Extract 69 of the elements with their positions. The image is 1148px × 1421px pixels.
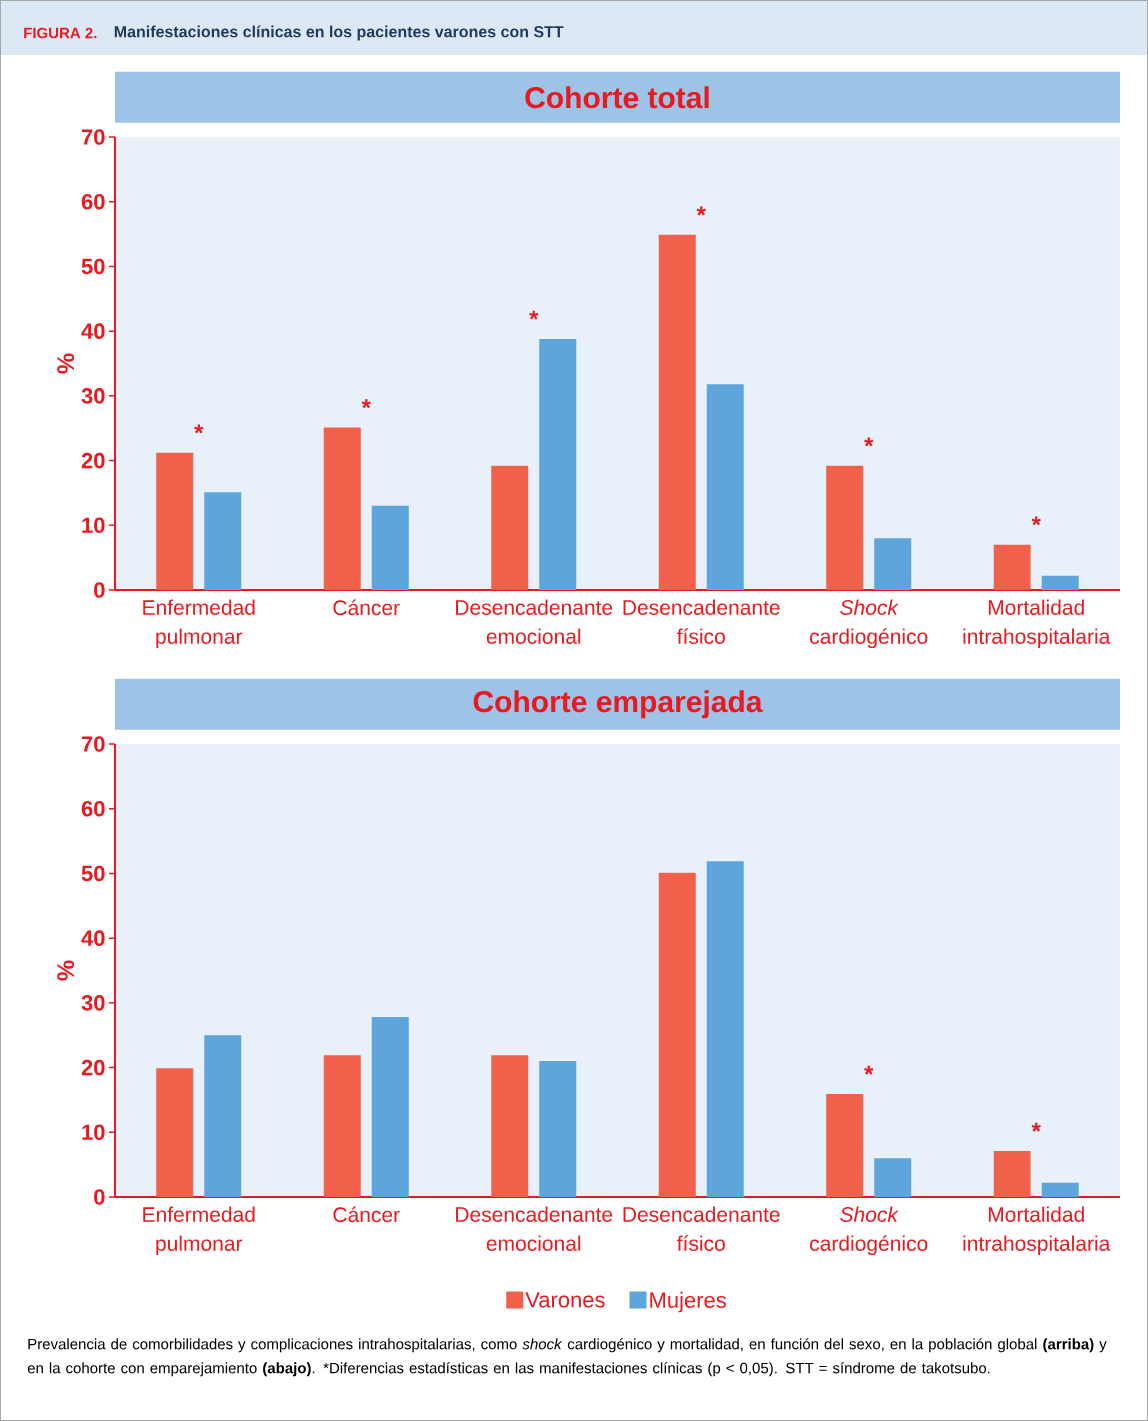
bar	[874, 1158, 912, 1197]
x-tick-label: Cáncer	[333, 599, 400, 616]
x-tick-label: Enfermedad pulmonar	[143, 1206, 255, 1256]
y-tick-label: 40	[81, 930, 105, 946]
y-tick-label: 20	[81, 452, 105, 469]
y-axis-title: %	[57, 353, 75, 374]
x-tick-label: Shock cardiogénico	[810, 599, 928, 649]
bar	[658, 872, 696, 1197]
text: Prevalencia de comorbilidades y complicaciones intrahospitalarias, como shock cardiogénico y mortalidad, en función del sexo, en la población global (arriba) y en la cohorte con emparejamiento (abajo). *Diferencias estadísticas en las manifestaciones clínicas (p < 0,05). STT = síndrome de takotsubo.	[27, 1338, 1107, 1377]
bar	[156, 1068, 194, 1197]
x-tick-label: Desencadenante físico	[623, 599, 780, 644]
text: Manifestaciones clínicas en los pacientes varones con STT	[114, 25, 564, 41]
bar	[1041, 575, 1079, 590]
text: FIGURA 2.	[24, 27, 97, 39]
x-tick-label: Mortalidad intrahospitalaria	[963, 1206, 1111, 1256]
y-tick-label: 10	[82, 517, 105, 534]
bar	[371, 1017, 409, 1197]
bar	[993, 1151, 1031, 1197]
x-tick-label: Cáncer	[333, 1206, 400, 1223]
bar	[204, 1035, 242, 1197]
bar	[826, 1094, 864, 1197]
y-tick-label: 0	[94, 1189, 105, 1205]
y-tick-label: 30	[81, 995, 105, 1011]
chart-title: Cohorte emparejada	[473, 690, 763, 719]
annotation: *	[361, 399, 371, 409]
bar	[539, 338, 577, 590]
legend-label: Varones	[525, 1292, 605, 1308]
bar	[993, 544, 1031, 590]
bar	[491, 1055, 529, 1197]
bar	[706, 861, 744, 1197]
y-tick-label: 10	[82, 1124, 105, 1141]
y-tick-label: 40	[81, 323, 105, 339]
annotation: *	[864, 437, 874, 447]
bar	[658, 234, 696, 590]
bar	[826, 465, 864, 590]
y-tick-label: 70	[81, 129, 105, 145]
bar	[323, 427, 361, 590]
bar	[874, 538, 912, 590]
bar	[323, 1055, 361, 1197]
y-tick-label: 20	[81, 1059, 105, 1076]
annotation: *	[529, 310, 539, 320]
annotation: *	[864, 1065, 874, 1075]
annotation: *	[696, 206, 706, 216]
bar	[706, 384, 744, 590]
chart-title: Cohorte total	[525, 86, 709, 109]
x-tick-label: Desencadenante físico	[623, 1206, 780, 1251]
x-tick-label: Enfermedad pulmonar	[143, 599, 255, 649]
x-tick-label: Mortalidad intrahospitalaria	[963, 599, 1111, 649]
bar	[156, 452, 194, 590]
x-tick-label: Desencadenante emocional	[456, 1206, 613, 1251]
y-tick-label: 70	[81, 736, 105, 752]
annotation: *	[1031, 516, 1041, 526]
y-tick-label: 30	[81, 388, 105, 404]
legend-label: Mujeres	[650, 1291, 726, 1313]
x-tick-label: Desencadenante emocional	[456, 599, 613, 644]
bar	[204, 492, 242, 590]
y-tick-label: 60	[81, 193, 105, 210]
x-tick-label: Shock cardiogénico	[810, 1206, 928, 1256]
y-axis-title: %	[57, 960, 75, 981]
y-tick-label: 0	[94, 582, 105, 598]
bar	[491, 465, 529, 590]
y-tick-label: 50	[81, 865, 105, 882]
y-tick-label: 50	[81, 258, 105, 275]
bar	[371, 505, 409, 590]
annotation: *	[194, 424, 204, 434]
annotation: *	[1031, 1122, 1041, 1132]
bar	[1041, 1182, 1079, 1197]
bar	[539, 1061, 577, 1197]
y-tick-label: 60	[81, 800, 105, 817]
